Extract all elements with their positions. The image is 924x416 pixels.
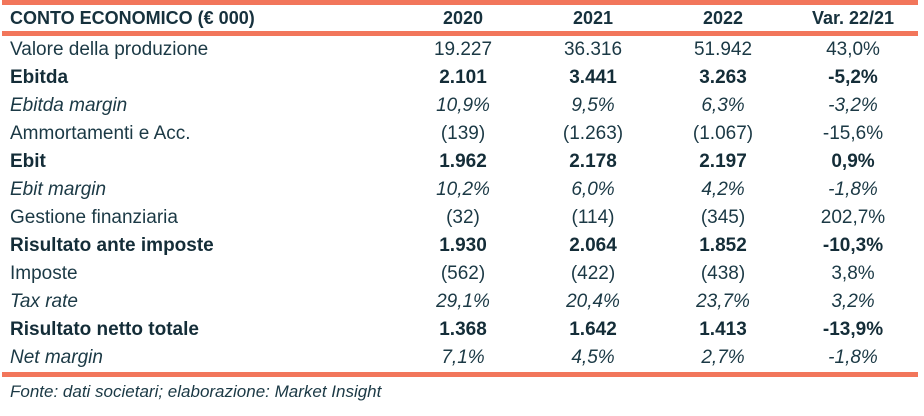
table-row: Net margin 7,1% 4,5% 2,7% -1,8% — [2, 344, 918, 375]
row-label: Ebit margin — [10, 179, 107, 200]
value-cell: 1.642 — [569, 319, 617, 340]
row-label: Imposte — [10, 263, 78, 284]
row-label: Net margin — [10, 347, 103, 368]
value-cell: 6,0% — [571, 179, 615, 200]
value-cell: 2.178 — [569, 151, 617, 172]
table-title: CONTO ECONOMICO (€ 000) — [2, 2, 398, 36]
source-note: Fonte: dati societari; elaborazione: Mar… — [10, 382, 382, 401]
value-cell: (422) — [570, 263, 616, 284]
value-cell: (438) — [700, 263, 746, 284]
value-cell: (1.067) — [692, 123, 754, 144]
value-cell: -5,2% — [828, 67, 878, 88]
value-cell: (32) — [446, 207, 480, 228]
value-cell: 9,5% — [571, 95, 615, 116]
value-cell: 202,7% — [820, 207, 886, 228]
table-row: Ebitda 2.101 3.441 3.263 -5,2% — [2, 64, 918, 92]
value-cell: 6,3% — [701, 95, 745, 116]
value-cell: 1.930 — [439, 235, 487, 256]
value-cell: 3,2% — [831, 291, 875, 312]
value-cell: 51.942 — [693, 39, 753, 60]
value-cell: 3.263 — [699, 67, 747, 88]
table-row: Imposte (562) (422) (438) 3,8% — [2, 260, 918, 288]
value-cell: 4,2% — [701, 179, 745, 200]
value-cell: -1,8% — [828, 179, 878, 200]
value-cell: -10,3% — [822, 235, 884, 256]
value-cell: 2.101 — [439, 67, 487, 88]
value-cell: -15,6% — [822, 123, 884, 144]
row-label: Ebitda — [10, 67, 69, 88]
table-row: Tax rate 29,1% 20,4% 23,7% 3,2% — [2, 288, 918, 316]
value-cell: 1.852 — [699, 235, 747, 256]
column-header-2021: 2021 — [528, 2, 658, 36]
table-row: Ammortamenti e Acc. (139) (1.263) (1.067… — [2, 120, 918, 148]
value-cell: (139) — [440, 123, 486, 144]
table-row: Ebitda margin 10,9% 9,5% 6,3% -3,2% — [2, 92, 918, 120]
value-cell: 4,5% — [571, 347, 615, 368]
table-row: Valore della produzione 19.227 36.316 51… — [2, 34, 918, 65]
value-cell: 1.962 — [439, 151, 487, 172]
value-cell: 36.316 — [563, 39, 623, 60]
value-cell: 1.413 — [699, 319, 747, 340]
value-cell: (114) — [571, 207, 615, 228]
value-cell: (562) — [440, 263, 486, 284]
value-cell: -1,8% — [828, 347, 878, 368]
header-row: CONTO ECONOMICO (€ 000) 2020 2021 2022 V… — [2, 2, 918, 36]
value-cell: (1.263) — [562, 123, 624, 144]
value-cell: 10,9% — [436, 95, 490, 116]
income-statement-table: CONTO ECONOMICO (€ 000) 2020 2021 2022 V… — [2, 0, 918, 377]
value-cell: 20,4% — [566, 291, 620, 312]
value-cell: 23,7% — [696, 291, 750, 312]
value-cell: -3,2% — [828, 95, 878, 116]
table-row: Risultato ante imposte 1.930 2.064 1.852… — [2, 232, 918, 260]
row-label: Gestione finanziaria — [10, 207, 178, 228]
row-label: Risultato netto totale — [10, 319, 199, 340]
row-label: Risultato ante imposte — [10, 235, 214, 256]
value-cell: 2.064 — [569, 235, 617, 256]
income-statement-sheet: CONTO ECONOMICO (€ 000) 2020 2021 2022 V… — [2, 0, 918, 402]
column-header-var-22-21: Var. 22/21 — [788, 2, 918, 36]
row-label: Ebitda margin — [10, 95, 128, 116]
value-cell: 43,0% — [826, 39, 880, 60]
table-header: CONTO ECONOMICO (€ 000) 2020 2021 2022 V… — [2, 2, 918, 36]
value-cell: 19.227 — [433, 39, 493, 60]
row-label: Tax rate — [10, 291, 78, 312]
value-cell: 2,7% — [701, 347, 745, 368]
value-cell: 0,9% — [831, 151, 875, 172]
value-cell: 29,1% — [436, 291, 490, 312]
row-label: Ammortamenti e Acc. — [10, 123, 191, 144]
column-header-2020: 2020 — [398, 2, 528, 36]
column-header-2022: 2022 — [658, 2, 788, 36]
value-cell: 1.368 — [439, 319, 487, 340]
table-row: Ebit 1.962 2.178 2.197 0,9% — [2, 148, 918, 176]
value-cell: 10,2% — [436, 179, 490, 200]
value-cell: 3,8% — [831, 263, 875, 284]
row-label: Valore della produzione — [10, 39, 209, 60]
table-row: Gestione finanziaria (32) (114) (345) 20… — [2, 204, 918, 232]
value-cell: 7,1% — [441, 347, 485, 368]
value-cell: (345) — [700, 207, 746, 228]
value-cell: -13,9% — [822, 319, 884, 340]
table-row: Risultato netto totale 1.368 1.642 1.413… — [2, 316, 918, 344]
row-label: Ebit — [10, 151, 46, 172]
table-body: Valore della produzione 19.227 36.316 51… — [2, 34, 918, 375]
value-cell: 3.441 — [569, 67, 617, 88]
table-row: Ebit margin 10,2% 6,0% 4,2% -1,8% — [2, 176, 918, 204]
value-cell: 2.197 — [699, 151, 747, 172]
